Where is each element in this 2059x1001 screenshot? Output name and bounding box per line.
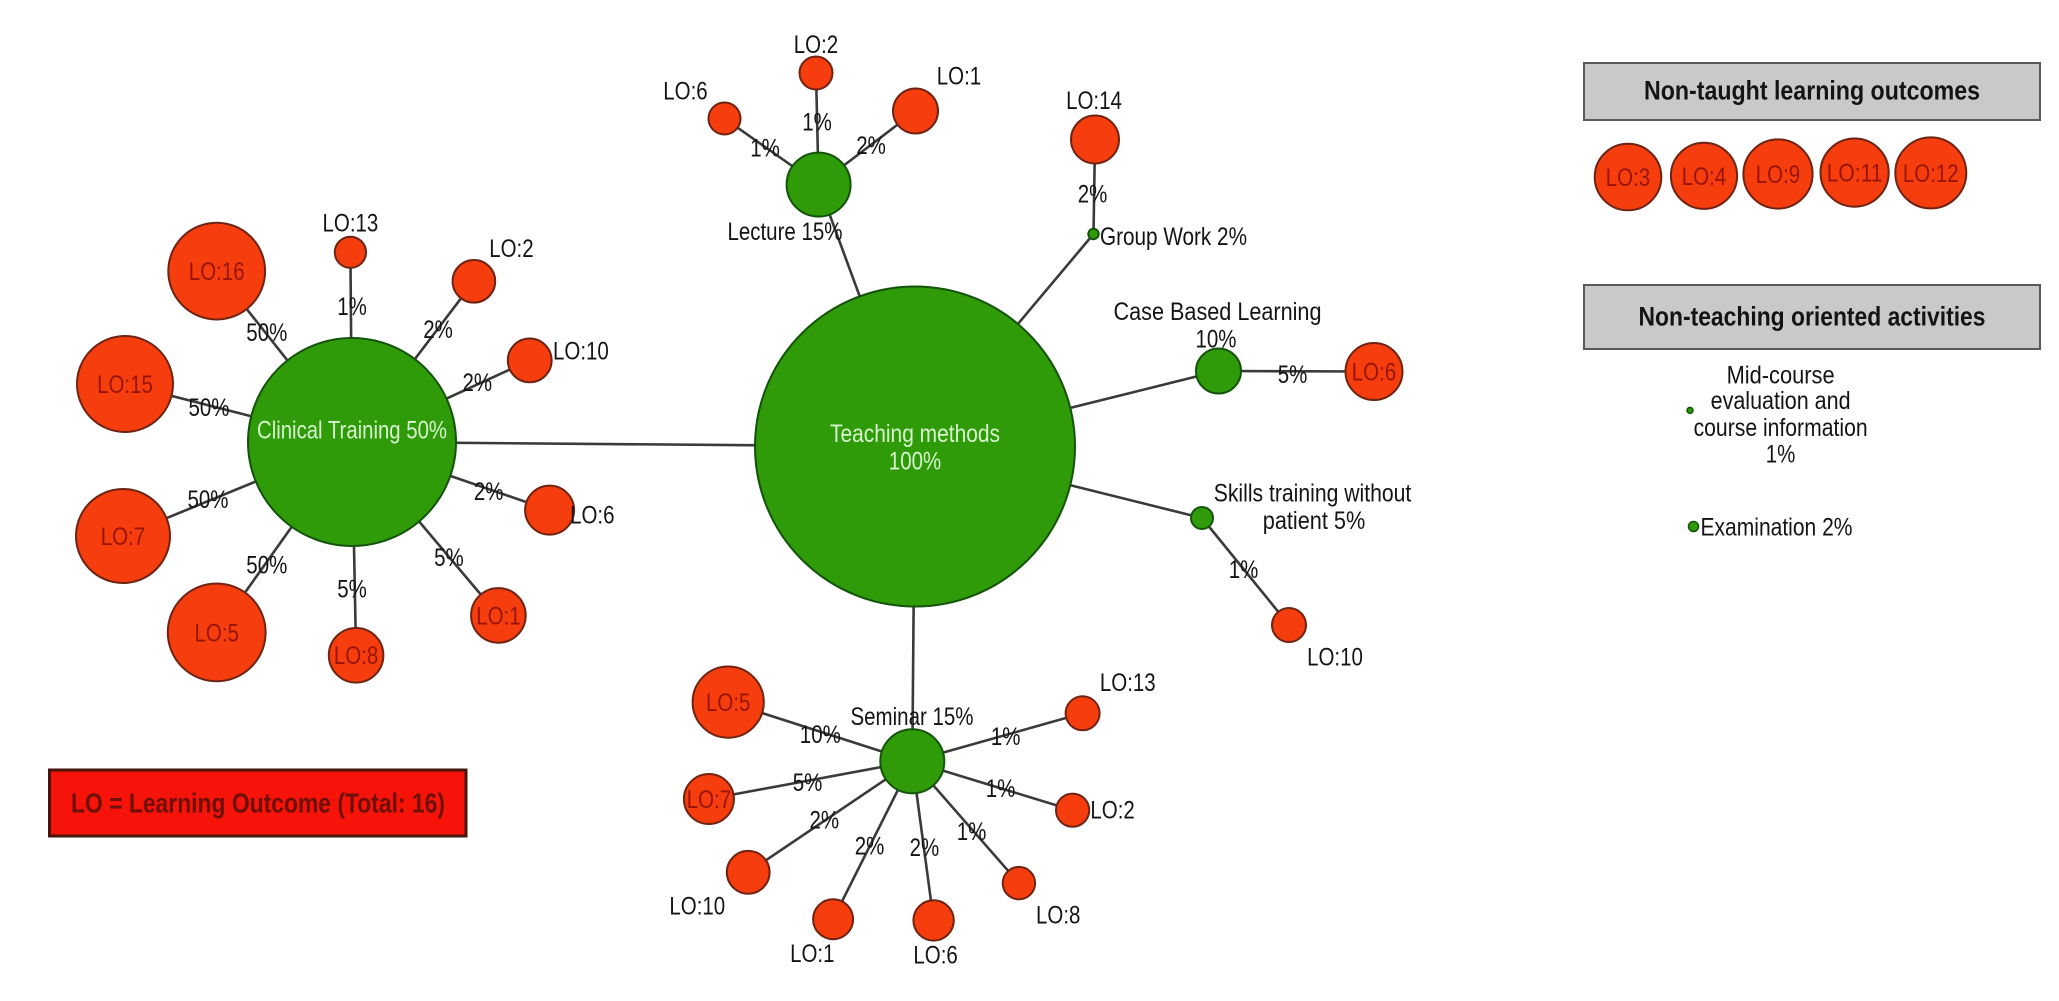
svg-text:evaluation and: evaluation and xyxy=(1711,387,1851,415)
svg-text:100%: 100% xyxy=(889,447,941,475)
svg-text:50%: 50% xyxy=(188,486,229,514)
svg-text:Mid-course: Mid-course xyxy=(1727,361,1835,389)
svg-text:course information: course information xyxy=(1694,414,1868,442)
svg-text:LO:16: LO:16 xyxy=(189,258,245,286)
svg-text:LO:6: LO:6 xyxy=(570,502,614,530)
svg-text:1%: 1% xyxy=(337,293,367,321)
svg-text:LO:4: LO:4 xyxy=(1682,163,1726,191)
svg-text:5%: 5% xyxy=(337,576,367,604)
svg-text:LO:2: LO:2 xyxy=(489,235,533,263)
svg-text:LO:2: LO:2 xyxy=(794,31,838,59)
svg-text:Seminar 15%: Seminar 15% xyxy=(851,703,974,731)
svg-text:50%: 50% xyxy=(246,319,287,347)
svg-text:1%: 1% xyxy=(986,775,1016,803)
svg-text:LO:10: LO:10 xyxy=(669,893,725,921)
svg-text:Non-taught learning outcomes: Non-taught learning outcomes xyxy=(1644,76,1980,106)
svg-text:1%: 1% xyxy=(1229,556,1259,584)
svg-text:LO:15: LO:15 xyxy=(97,371,153,399)
svg-text:1%: 1% xyxy=(1766,441,1796,469)
svg-text:LO:6: LO:6 xyxy=(663,78,707,106)
svg-text:LO:7: LO:7 xyxy=(101,523,145,551)
svg-text:LO:9: LO:9 xyxy=(1756,161,1800,189)
svg-text:LO:13: LO:13 xyxy=(1100,669,1156,697)
svg-text:1%: 1% xyxy=(957,818,987,846)
svg-text:LO = Learning Outcome (Total:: LO = Learning Outcome (Total: 16) xyxy=(71,788,445,819)
svg-text:1%: 1% xyxy=(991,723,1021,751)
svg-text:5%: 5% xyxy=(1278,361,1308,389)
svg-text:5%: 5% xyxy=(793,769,823,797)
svg-text:10%: 10% xyxy=(1196,325,1237,353)
svg-text:2%: 2% xyxy=(1078,180,1108,208)
svg-text:LO:14: LO:14 xyxy=(1066,87,1122,115)
svg-text:50%: 50% xyxy=(189,394,230,422)
svg-text:1%: 1% xyxy=(802,108,832,136)
svg-text:LO:8: LO:8 xyxy=(334,642,378,670)
svg-text:2%: 2% xyxy=(910,834,940,862)
svg-text:LO:6: LO:6 xyxy=(1352,358,1396,386)
svg-text:2%: 2% xyxy=(463,369,493,397)
svg-text:LO:13: LO:13 xyxy=(323,210,379,238)
svg-text:50%: 50% xyxy=(246,552,287,580)
svg-text:Lecture 15%: Lecture 15% xyxy=(727,218,842,246)
svg-text:patient 5%: patient 5% xyxy=(1263,507,1366,535)
svg-text:LO:7: LO:7 xyxy=(687,786,731,814)
svg-text:Skills training without: Skills training without xyxy=(1214,479,1412,507)
svg-text:LO:10: LO:10 xyxy=(1307,644,1363,672)
svg-text:LO:1: LO:1 xyxy=(790,940,834,968)
svg-text:2%: 2% xyxy=(423,316,453,344)
svg-text:10%: 10% xyxy=(800,721,841,749)
svg-text:Examination 2%: Examination 2% xyxy=(1701,514,1853,542)
svg-text:LO:6: LO:6 xyxy=(913,941,957,969)
svg-text:Case Based Learning: Case Based Learning xyxy=(1114,298,1322,326)
svg-text:LO:10: LO:10 xyxy=(553,338,609,366)
svg-text:Teaching methods: Teaching methods xyxy=(830,420,1000,448)
svg-text:LO:1: LO:1 xyxy=(476,602,520,630)
svg-text:LO:11: LO:11 xyxy=(1827,160,1883,188)
svg-text:5%: 5% xyxy=(434,544,464,572)
svg-text:Clinical Training 50%: Clinical Training 50% xyxy=(257,416,447,444)
svg-text:2%: 2% xyxy=(855,833,885,861)
svg-text:1%: 1% xyxy=(750,134,780,162)
svg-text:2%: 2% xyxy=(856,132,886,160)
svg-text:Group Work 2%: Group Work 2% xyxy=(1100,223,1247,251)
svg-text:LO:2: LO:2 xyxy=(1090,796,1134,824)
svg-text:LO:5: LO:5 xyxy=(706,689,750,717)
svg-text:Non-teaching oriented activiti: Non-teaching oriented activities xyxy=(1639,302,1986,332)
svg-text:LO:5: LO:5 xyxy=(195,619,239,647)
svg-text:LO:12: LO:12 xyxy=(1903,160,1959,188)
svg-text:2%: 2% xyxy=(810,807,840,835)
svg-text:LO:1: LO:1 xyxy=(937,63,981,91)
svg-text:LO:3: LO:3 xyxy=(1606,164,1650,192)
svg-text:2%: 2% xyxy=(474,478,504,506)
svg-text:LO:8: LO:8 xyxy=(1036,901,1080,929)
